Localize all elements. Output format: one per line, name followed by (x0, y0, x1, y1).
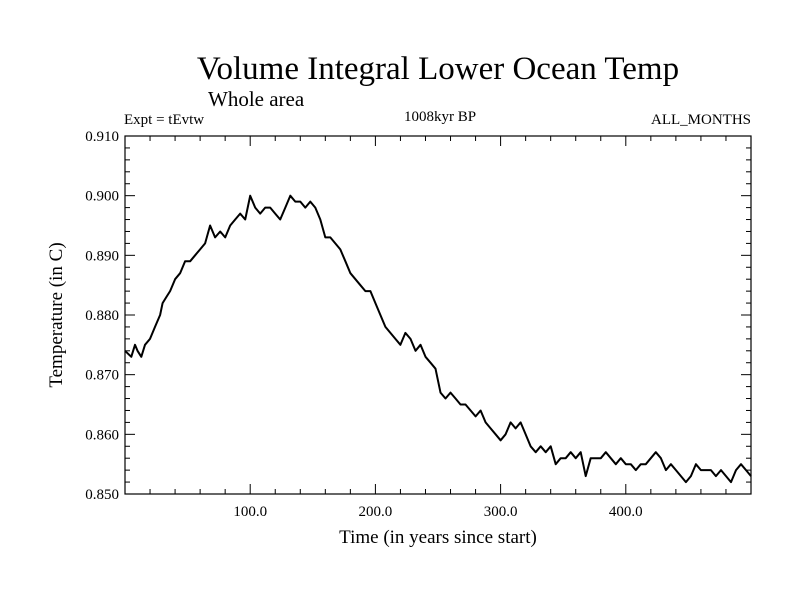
y-tick-label: 0.850 (85, 487, 119, 503)
y-axis: 0.850 0.860 0.870 0.880 0.890 0.900 0.910 (85, 129, 751, 503)
chart-title: Volume Integral Lower Ocean Temp (197, 51, 679, 87)
period-label: 1008kyr BP (404, 109, 476, 125)
y-tick-label: 0.910 (85, 129, 119, 145)
x-tick-label: 200.0 (359, 504, 393, 520)
y-tick-label: 0.890 (85, 248, 119, 264)
y-tick-label: 0.880 (85, 308, 119, 324)
y-axis-label: Temperature (in C) (46, 242, 67, 387)
chart-subtitle: Whole area (208, 87, 305, 111)
x-tick-label: 100.0 (233, 504, 267, 520)
months-label: ALL_MONTHS (651, 112, 751, 128)
y-tick-label: 0.860 (85, 427, 119, 443)
x-axis-label: Time (in years since start) (339, 527, 537, 548)
temperature-series-line (124, 194, 752, 484)
experiment-label: Expt = tEvtw (124, 112, 204, 128)
y-tick-label: 0.900 (85, 189, 119, 205)
plot-frame (124, 135, 752, 495)
x-axis: 100.0 200.0 300.0 400.0 (149, 136, 727, 520)
x-tick-label: 300.0 (484, 504, 518, 520)
x-tick-label: 400.0 (609, 504, 643, 520)
y-tick-label: 0.870 (85, 368, 119, 384)
